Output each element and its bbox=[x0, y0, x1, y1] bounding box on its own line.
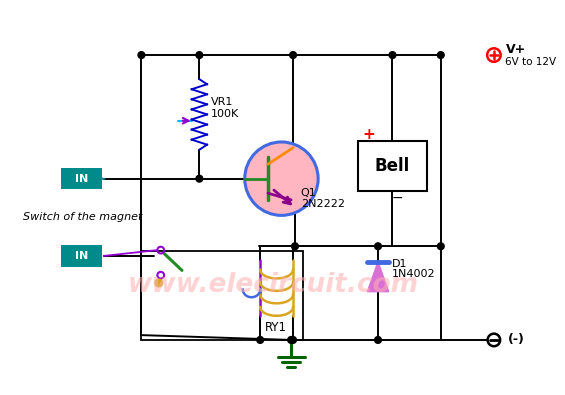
Circle shape bbox=[196, 175, 203, 182]
Circle shape bbox=[288, 337, 294, 343]
Circle shape bbox=[488, 334, 500, 346]
Circle shape bbox=[437, 52, 444, 58]
FancyBboxPatch shape bbox=[358, 141, 427, 191]
Text: Bell: Bell bbox=[375, 157, 410, 175]
Text: 1N4002: 1N4002 bbox=[392, 269, 435, 279]
Circle shape bbox=[290, 52, 297, 58]
Text: Switch of the magnet: Switch of the magnet bbox=[23, 212, 142, 222]
Text: V+: V+ bbox=[506, 43, 526, 56]
Text: Q1: Q1 bbox=[301, 188, 316, 198]
Circle shape bbox=[155, 279, 163, 287]
Text: IN: IN bbox=[75, 251, 88, 261]
Circle shape bbox=[290, 337, 297, 343]
FancyBboxPatch shape bbox=[61, 168, 102, 189]
Circle shape bbox=[375, 243, 381, 250]
Text: 6V to 12V: 6V to 12V bbox=[506, 57, 557, 67]
Text: −: − bbox=[392, 191, 403, 205]
Text: D1: D1 bbox=[392, 259, 407, 269]
Text: 2N2222: 2N2222 bbox=[301, 199, 345, 209]
FancyBboxPatch shape bbox=[61, 245, 102, 267]
Circle shape bbox=[375, 337, 381, 343]
Circle shape bbox=[196, 52, 203, 58]
Circle shape bbox=[389, 52, 396, 58]
Circle shape bbox=[257, 337, 264, 343]
Text: www.elecircuit.com: www.elecircuit.com bbox=[128, 272, 419, 298]
Circle shape bbox=[292, 243, 298, 250]
Circle shape bbox=[488, 334, 500, 346]
Text: +: + bbox=[362, 127, 375, 142]
Circle shape bbox=[138, 52, 145, 58]
Ellipse shape bbox=[245, 142, 318, 215]
Text: VR1
100K: VR1 100K bbox=[211, 98, 239, 119]
Text: RY1: RY1 bbox=[265, 321, 287, 334]
Circle shape bbox=[437, 243, 444, 250]
Polygon shape bbox=[367, 262, 389, 292]
Text: (-): (-) bbox=[507, 333, 524, 346]
Text: IN: IN bbox=[75, 174, 88, 184]
